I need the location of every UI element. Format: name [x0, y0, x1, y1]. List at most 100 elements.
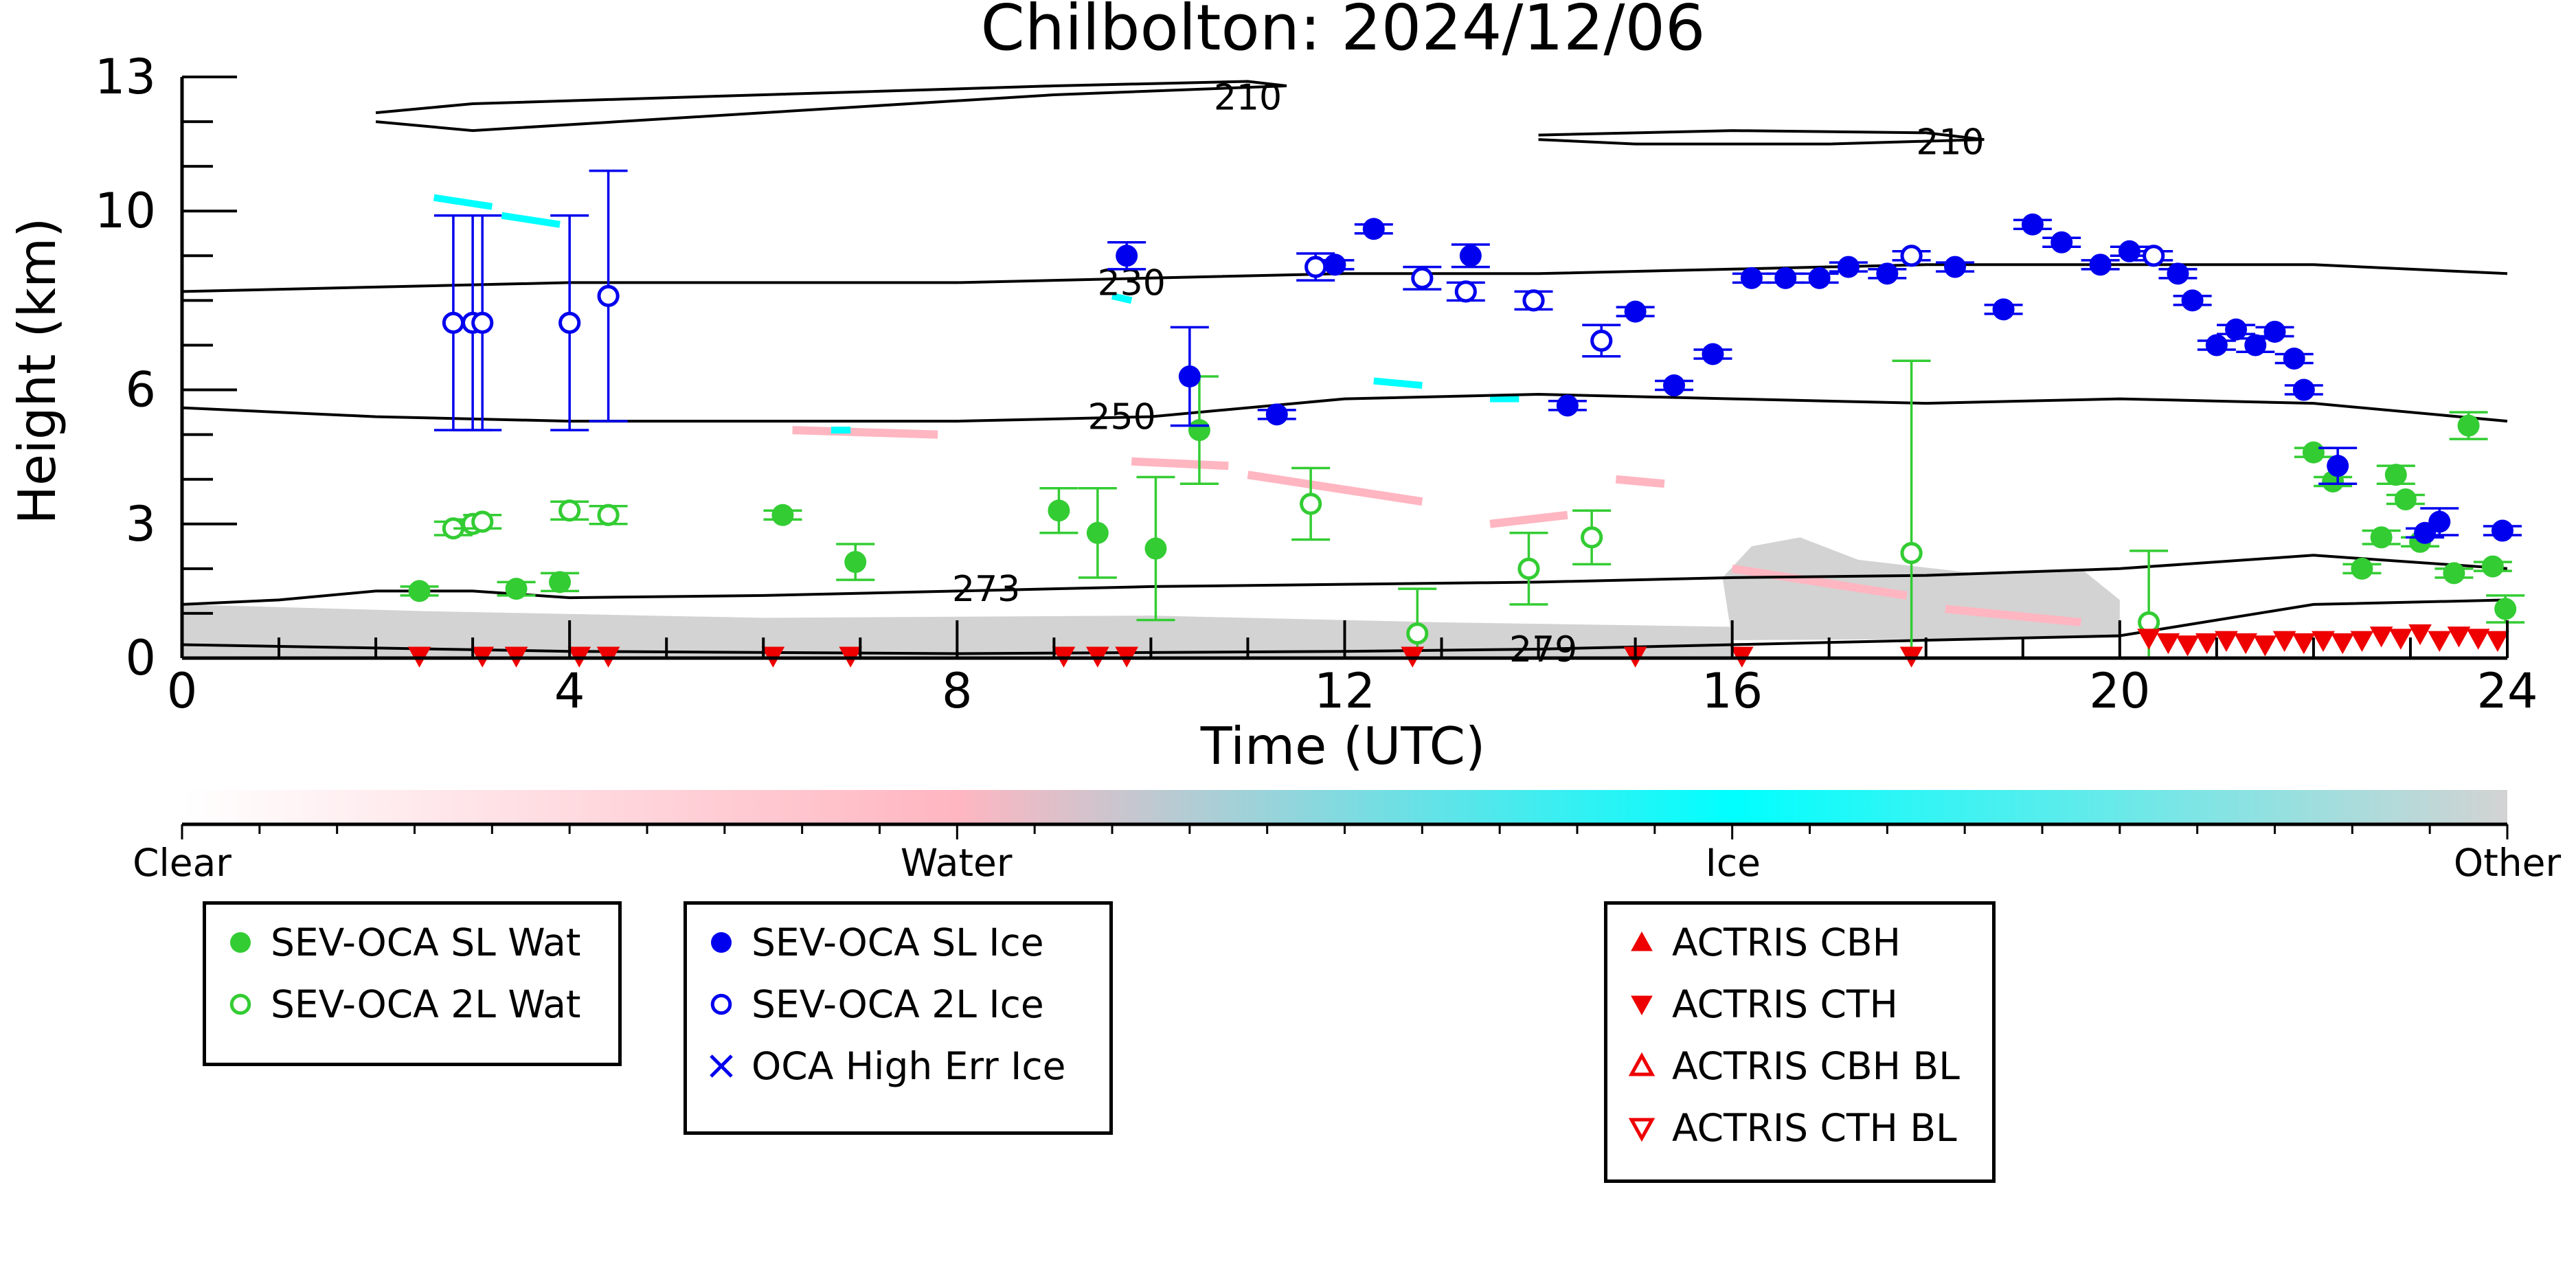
legend-marker — [710, 1054, 733, 1078]
data-point — [2466, 629, 2490, 650]
data-point — [597, 284, 620, 307]
x-tick-label: 12 — [1314, 663, 1375, 719]
contour-label-273: 273 — [952, 569, 1020, 610]
contour-210 — [375, 80, 1287, 133]
data-point — [2263, 320, 2286, 343]
series-sev-oca-2l-wat — [433, 359, 2169, 659]
legend-entry: SEV-OCA SL Wat — [220, 920, 580, 964]
data-point — [2351, 557, 2373, 580]
chart-title: Chilbolton: 2024/12/06 — [980, 0, 1705, 65]
data-point — [2176, 635, 2200, 657]
data-point — [2205, 334, 2228, 357]
data-point — [2447, 626, 2471, 648]
data-point — [2394, 488, 2417, 510]
contour-label-210: 210 — [1916, 122, 1984, 163]
legend-marker — [1628, 1118, 1656, 1142]
colorbar-label: Other — [2454, 841, 2562, 885]
legend-entry: ACTRIS CTH — [1621, 982, 1898, 1026]
data-point — [2137, 629, 2160, 650]
y-tick-label: 13 — [95, 49, 156, 105]
series-sev-oca-sl-wat — [400, 375, 2525, 624]
data-point — [2292, 379, 2315, 401]
data-point — [1048, 499, 1070, 522]
data-point — [1086, 521, 1109, 544]
data-point — [408, 580, 431, 602]
data-point — [2021, 213, 2044, 236]
legend-entry: ACTRIS CBH — [1621, 920, 1901, 964]
data-point — [1188, 419, 1210, 442]
data-point — [2428, 631, 2452, 652]
legend-label: ACTRIS CBH — [1672, 920, 1901, 964]
data-point — [2292, 633, 2316, 655]
data-point — [1663, 374, 1686, 397]
legend-entry: ACTRIS CTH BL — [1621, 1106, 1957, 1150]
data-point — [1992, 298, 2015, 321]
ice-fleck — [433, 194, 493, 210]
contour-label-210: 210 — [1214, 77, 1282, 118]
data-point — [2181, 289, 2204, 312]
data-point — [1837, 256, 1860, 278]
legend-marker-shape — [711, 932, 732, 953]
data-point — [2408, 624, 2432, 646]
water-streak — [1945, 605, 2082, 626]
y-axis-label: Height (km) — [7, 218, 67, 525]
legend-label: OCA High Err Ice — [752, 1044, 1066, 1088]
water-streak — [1731, 564, 1908, 600]
legend-marker-shape-stroke — [710, 1054, 733, 1078]
legend-label: ACTRIS CTH BL — [1672, 1106, 1957, 1150]
data-point — [2195, 633, 2219, 655]
series-sev-oca-sl-ice — [1107, 213, 2522, 544]
data-point — [2369, 626, 2393, 648]
data-point — [1590, 329, 1613, 352]
water-streak — [1131, 457, 1229, 471]
data-point — [1406, 622, 1429, 645]
legend-box: ACTRIS CBH ACTRIS CTH ACTRIS CBH BL ACTRIS … — [1604, 901, 1996, 1183]
data-point — [2481, 555, 2504, 578]
legend-box: SEV-OCA SL Ice SEV-OCA 2L Ice OCA High Err… — [683, 901, 1113, 1135]
legend-marker — [1628, 1052, 1656, 1076]
x-tick-label: 8 — [942, 663, 973, 719]
legend-marker-shape — [1631, 931, 1653, 951]
colorbar-label: Clear — [133, 841, 231, 885]
data-point — [558, 499, 581, 522]
water-streak — [1615, 475, 1665, 488]
data-point — [1900, 541, 1923, 565]
data-point — [2234, 633, 2258, 655]
data-point — [2331, 633, 2355, 655]
data-point — [1556, 394, 1579, 417]
data-point — [1774, 267, 1797, 289]
legend-entry: SEV-OCA 2L Ice — [701, 982, 1044, 1026]
data-point — [549, 571, 572, 594]
series-sev-oca-2l-ice — [433, 169, 2173, 431]
contour-label-250: 250 — [1087, 397, 1155, 438]
data-point — [2494, 598, 2517, 620]
legend-marker-shape — [229, 993, 251, 1015]
data-point — [2215, 631, 2238, 652]
data-point — [471, 311, 494, 335]
data-point — [2486, 631, 2509, 652]
legend-label: ACTRIS CBH BL — [1672, 1044, 1960, 1088]
data-point — [2253, 635, 2277, 657]
legend-marker — [230, 932, 251, 953]
data-point — [2428, 510, 2451, 533]
data-point — [2050, 231, 2073, 253]
data-point — [1411, 267, 1434, 289]
data-point — [1522, 289, 1545, 312]
legend-box: SEV-OCA SL Wat SEV-OCA 2L Wat — [203, 901, 622, 1066]
legend-label: SEV-OCA SL Ice — [752, 920, 1044, 964]
data-point — [1740, 267, 1763, 289]
data-point — [1517, 557, 1540, 580]
data-point — [1116, 245, 1138, 267]
legend-label: SEV-OCA 2L Wat — [271, 982, 581, 1026]
data-point — [1300, 493, 1322, 515]
data-point — [2244, 334, 2267, 357]
water-streak — [792, 426, 938, 439]
contour-273 — [181, 554, 2508, 606]
data-point — [558, 311, 581, 335]
legend-marker-shape — [230, 932, 251, 953]
data-point — [2167, 262, 2189, 285]
legend-marker — [1631, 931, 1653, 951]
data-point — [2118, 240, 2140, 262]
